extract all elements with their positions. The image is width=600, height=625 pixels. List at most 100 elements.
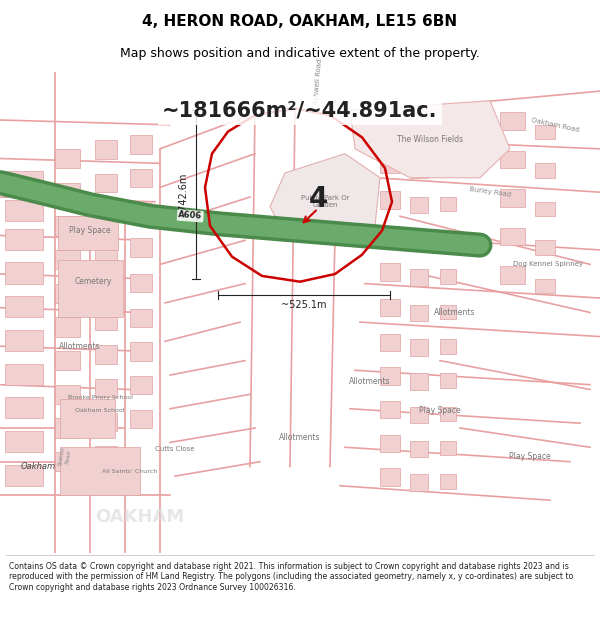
Bar — [5, 330, 43, 351]
Text: Oakham School: Oakham School — [75, 408, 125, 413]
Text: Burley Road: Burley Road — [469, 186, 511, 198]
Text: Dog Kennel Spinney: Dog Kennel Spinney — [513, 261, 583, 268]
Bar — [440, 339, 456, 354]
Bar — [60, 448, 140, 496]
Text: 4: 4 — [308, 185, 328, 213]
Bar — [130, 274, 152, 292]
Bar — [130, 342, 152, 361]
Text: Allotments: Allotments — [279, 433, 321, 442]
Bar — [500, 112, 525, 129]
Bar — [130, 238, 152, 257]
Bar — [5, 171, 43, 192]
Bar — [410, 441, 428, 457]
Bar — [95, 174, 117, 192]
Bar — [130, 136, 152, 154]
Bar — [380, 228, 400, 245]
Bar — [95, 412, 117, 431]
Bar — [500, 151, 525, 168]
Bar — [95, 277, 117, 295]
Bar — [410, 407, 428, 423]
Text: Allotments: Allotments — [59, 342, 101, 351]
Bar — [95, 446, 117, 464]
Text: Station
Road: Station Road — [58, 446, 72, 468]
Bar — [5, 229, 43, 250]
Bar — [500, 189, 525, 207]
Bar — [58, 216, 118, 250]
Bar — [55, 418, 80, 437]
Text: All Saints' Church: All Saints' Church — [103, 469, 158, 474]
Text: OAKHAM: OAKHAM — [95, 508, 185, 526]
Bar — [380, 468, 400, 486]
Bar — [535, 279, 555, 293]
Text: Public Park Or
Garden: Public Park Or Garden — [301, 195, 349, 208]
Bar — [95, 241, 117, 259]
Text: Allotments: Allotments — [349, 378, 391, 386]
Bar — [5, 262, 43, 284]
Text: Play Space: Play Space — [419, 406, 461, 415]
Bar — [440, 197, 456, 211]
Bar — [440, 441, 456, 455]
Bar — [5, 296, 43, 318]
Bar — [130, 376, 152, 394]
Bar — [410, 269, 428, 286]
Bar — [55, 284, 80, 303]
Bar — [130, 169, 152, 187]
Bar — [535, 240, 555, 255]
Bar — [440, 234, 456, 248]
Text: Cutts Close: Cutts Close — [155, 446, 195, 452]
Text: ~742.6m: ~742.6m — [178, 173, 188, 218]
Bar — [440, 127, 456, 142]
Bar — [500, 228, 525, 245]
Bar — [95, 208, 117, 226]
Bar — [440, 305, 456, 319]
Text: Ashwell Road: Ashwell Road — [313, 58, 323, 105]
Bar — [130, 202, 152, 221]
Bar — [55, 318, 80, 336]
Text: ~525.1m: ~525.1m — [281, 300, 327, 310]
Bar — [410, 474, 428, 491]
Bar — [55, 182, 80, 202]
Text: Contains OS data © Crown copyright and database right 2021. This information is : Contains OS data © Crown copyright and d… — [9, 562, 573, 591]
Bar — [55, 351, 80, 370]
Text: A606: A606 — [178, 211, 203, 221]
Bar — [535, 163, 555, 177]
Bar — [380, 122, 400, 139]
Bar — [58, 259, 123, 318]
Bar — [380, 156, 400, 173]
Bar — [440, 161, 456, 176]
Bar — [380, 299, 400, 316]
Bar — [95, 311, 117, 330]
Bar — [5, 464, 43, 486]
Bar — [95, 140, 117, 159]
Bar — [440, 474, 456, 489]
Text: 4, HERON ROAD, OAKHAM, LE15 6BN: 4, HERON ROAD, OAKHAM, LE15 6BN — [142, 14, 458, 29]
Bar — [5, 431, 43, 452]
Text: Brooke Priory School: Brooke Priory School — [68, 395, 133, 400]
Bar — [535, 202, 555, 216]
Text: Cemetery: Cemetery — [74, 278, 112, 286]
Bar — [440, 269, 456, 284]
Text: Play Space: Play Space — [509, 452, 551, 461]
Polygon shape — [270, 154, 380, 245]
Bar — [440, 407, 456, 421]
Bar — [130, 410, 152, 428]
Bar — [5, 398, 43, 418]
Bar — [535, 125, 555, 139]
Bar — [95, 379, 117, 398]
Bar — [410, 373, 428, 389]
Bar — [380, 334, 400, 351]
Bar — [500, 266, 525, 284]
Bar — [380, 263, 400, 281]
Text: Oakham Road: Oakham Road — [530, 117, 580, 133]
Bar — [95, 345, 117, 364]
Bar — [5, 200, 43, 221]
Bar — [55, 384, 80, 404]
Bar — [440, 373, 456, 388]
Bar — [410, 339, 428, 356]
Bar — [55, 250, 80, 269]
Text: ~181666m²/~44.891ac.: ~181666m²/~44.891ac. — [162, 101, 438, 121]
Bar — [410, 197, 428, 213]
Bar — [60, 399, 115, 437]
Text: The Wilson Fields: The Wilson Fields — [397, 135, 463, 144]
Bar — [410, 234, 428, 250]
